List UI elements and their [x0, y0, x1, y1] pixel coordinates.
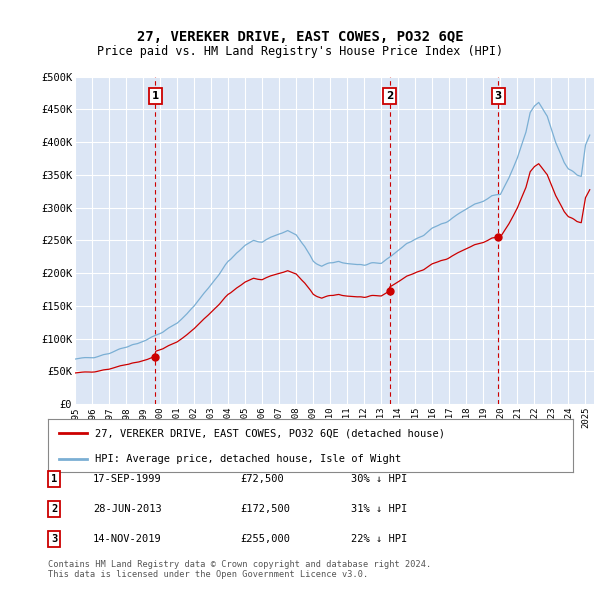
Text: Contains HM Land Registry data © Crown copyright and database right 2024.
This d: Contains HM Land Registry data © Crown c… [48, 560, 431, 579]
Text: 1: 1 [51, 474, 57, 484]
Text: 22% ↓ HPI: 22% ↓ HPI [351, 535, 407, 544]
Text: 28-JUN-2013: 28-JUN-2013 [93, 504, 162, 514]
Text: 1: 1 [152, 91, 159, 101]
Text: 2: 2 [51, 504, 57, 514]
Text: 27, VEREKER DRIVE, EAST COWES, PO32 6QE (detached house): 27, VEREKER DRIVE, EAST COWES, PO32 6QE … [95, 428, 445, 438]
Text: 2: 2 [386, 91, 393, 101]
Text: 17-SEP-1999: 17-SEP-1999 [93, 474, 162, 484]
Text: £172,500: £172,500 [240, 504, 290, 514]
Text: £255,000: £255,000 [240, 535, 290, 544]
Text: Price paid vs. HM Land Registry's House Price Index (HPI): Price paid vs. HM Land Registry's House … [97, 45, 503, 58]
Text: 3: 3 [51, 535, 57, 544]
Text: 27, VEREKER DRIVE, EAST COWES, PO32 6QE: 27, VEREKER DRIVE, EAST COWES, PO32 6QE [137, 30, 463, 44]
Text: HPI: Average price, detached house, Isle of Wight: HPI: Average price, detached house, Isle… [95, 454, 401, 464]
Text: 30% ↓ HPI: 30% ↓ HPI [351, 474, 407, 484]
Text: £72,500: £72,500 [240, 474, 284, 484]
Text: 14-NOV-2019: 14-NOV-2019 [93, 535, 162, 544]
Text: 31% ↓ HPI: 31% ↓ HPI [351, 504, 407, 514]
Text: 3: 3 [494, 91, 502, 101]
